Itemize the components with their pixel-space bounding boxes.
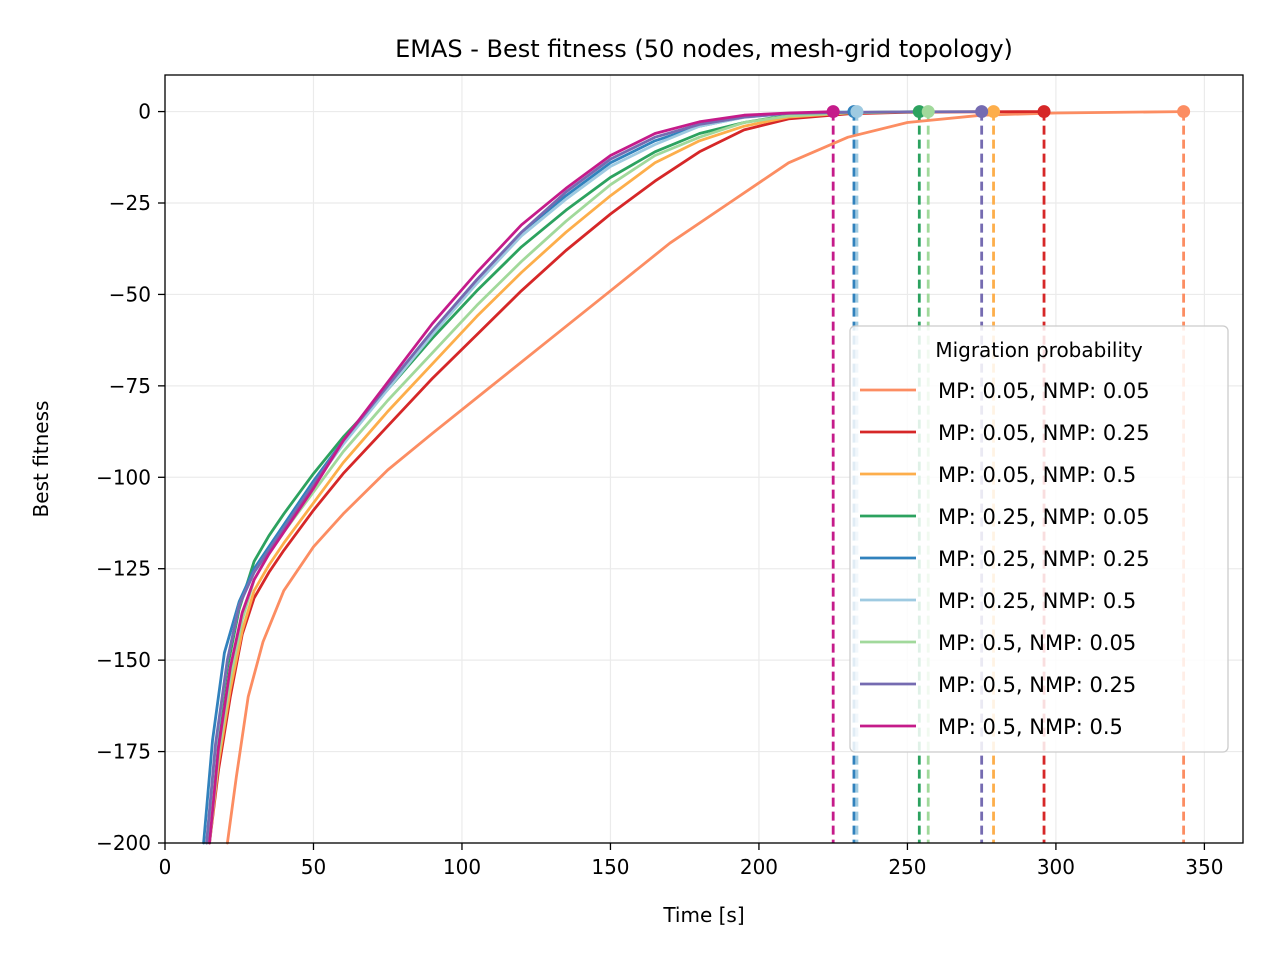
series-end-point	[921, 105, 935, 119]
series-end-point	[850, 105, 864, 119]
series-end-point	[975, 105, 989, 119]
x-tick-label: 350	[1185, 855, 1223, 879]
x-tick-label: 50	[301, 855, 326, 879]
series-end-point	[1177, 105, 1191, 119]
legend-items: MP: 0.05, NMP: 0.05 MP: 0.05, NMP: 0.25 MP…	[860, 379, 1150, 739]
y-axis-ticks: 0 −25 −50 −75 −100 −125 −150 −175 −200	[96, 100, 165, 855]
plot-area-frame	[164, 74, 1244, 844]
y-tick-label: −150	[96, 648, 151, 672]
x-axis-label: Time [s]	[662, 903, 744, 927]
legend-box	[849, 325, 1229, 753]
x-axis-ticks: 0 50 100 150 200 250 300 350	[159, 843, 1223, 879]
series-end-point	[826, 105, 840, 119]
legend-label: MP: 0.25, NMP: 0.05	[938, 505, 1150, 529]
legend-label: MP: 0.25, NMP: 0.5	[938, 589, 1136, 613]
y-tick-label: −200	[96, 831, 151, 855]
series-line	[208, 110, 995, 845]
legend-label: MP: 0.25, NMP: 0.25	[938, 547, 1150, 571]
legend-label: MP: 0.5, NMP: 0.5	[938, 715, 1123, 739]
y-tick-label: −50	[109, 282, 151, 306]
end-points	[826, 105, 1191, 119]
y-tick-label: −125	[96, 557, 151, 581]
x-tick-label: 250	[888, 855, 926, 879]
y-tick-label: −25	[109, 191, 151, 215]
series-line	[208, 110, 1046, 845]
series-end-point	[987, 105, 1001, 119]
y-tick-label: 0	[138, 100, 151, 124]
series-line	[225, 110, 1185, 845]
x-tick-label: 200	[740, 855, 778, 879]
series-end-point	[1037, 105, 1051, 119]
series-end-point	[912, 105, 926, 119]
legend-label: MP: 0.5, NMP: 0.05	[938, 631, 1136, 655]
legend: Migration probability MP: 0.05, NMP: 0.0…	[849, 325, 1229, 753]
series-line	[208, 110, 930, 845]
legend-label: MP: 0.05, NMP: 0.25	[938, 421, 1150, 445]
y-tick-label: −100	[96, 465, 151, 489]
legend-label: MP: 0.05, NMP: 0.05	[938, 379, 1150, 403]
legend-title: Migration probability	[935, 338, 1143, 362]
x-tick-label: 0	[159, 855, 172, 879]
x-tick-label: 150	[591, 855, 629, 879]
legend-label: MP: 0.05, NMP: 0.5	[938, 463, 1136, 487]
series-line	[208, 110, 835, 845]
series-lines	[202, 110, 1185, 845]
chart-title: EMAS - Best fitness (50 nodes, mesh-grid…	[395, 35, 1013, 63]
y-tick-label: −75	[109, 374, 151, 398]
x-tick-label: 300	[1037, 855, 1075, 879]
legend-label: MP: 0.5, NMP: 0.25	[938, 673, 1136, 697]
y-axis-label: Best fitness	[29, 401, 53, 518]
y-tick-label: −175	[96, 740, 151, 764]
x-tick-label: 100	[443, 855, 481, 879]
